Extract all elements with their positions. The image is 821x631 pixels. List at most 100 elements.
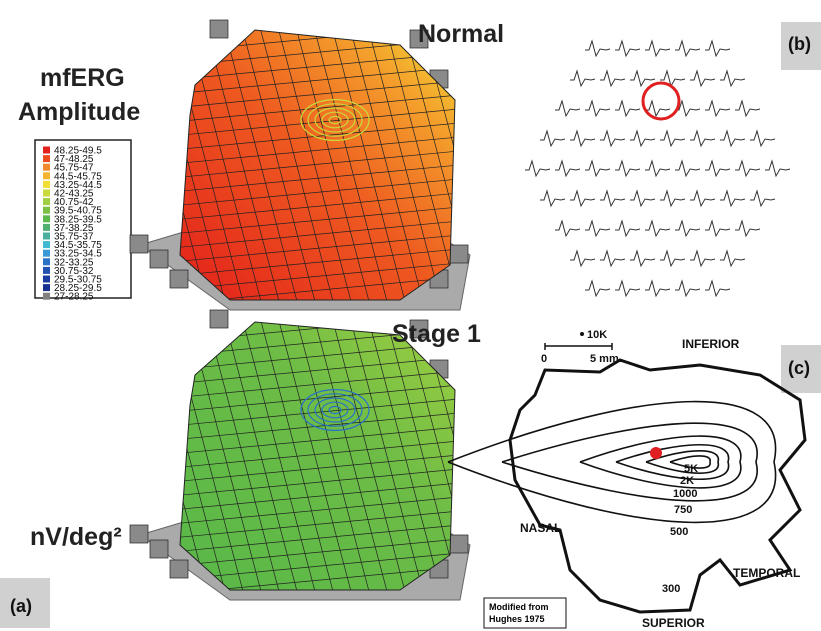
legend-swatch <box>43 233 50 240</box>
mesh-line <box>474 20 554 320</box>
waveform <box>705 101 730 116</box>
panel-title: Stage 1 <box>392 320 481 348</box>
waveform <box>735 221 760 236</box>
waveform <box>645 41 670 56</box>
contour <box>448 402 776 523</box>
unit-label: nV/deg² <box>30 523 122 551</box>
base-cell <box>210 20 228 38</box>
waveform <box>690 251 715 266</box>
waveform <box>555 161 580 176</box>
panel-title: Normal <box>418 20 504 48</box>
waveform <box>660 131 685 146</box>
legend-swatch <box>43 224 50 231</box>
contour-label: 2K <box>680 475 694 487</box>
waveform <box>720 251 745 266</box>
legend-swatch <box>43 258 50 265</box>
contour-label: 750 <box>674 504 692 516</box>
scale-zero: 0 <box>541 353 547 365</box>
waveform <box>585 161 610 176</box>
contour-label: 500 <box>670 526 688 538</box>
waveform <box>630 131 655 146</box>
legend-swatch <box>43 241 50 248</box>
waveform <box>660 191 685 206</box>
direction-label: NASAL <box>520 521 561 535</box>
mesh-line <box>78 310 158 610</box>
waveform <box>600 71 625 86</box>
mesh-line <box>492 310 572 610</box>
waveform <box>720 191 745 206</box>
contour <box>502 423 757 501</box>
waveform <box>570 251 595 266</box>
waveform <box>705 281 730 296</box>
waveform <box>690 191 715 206</box>
waveform <box>660 251 685 266</box>
waveform <box>630 251 655 266</box>
waveform <box>570 71 595 86</box>
base-cell <box>150 250 168 268</box>
waveform <box>540 191 565 206</box>
legend-swatch <box>43 198 50 205</box>
waveform <box>615 101 640 116</box>
direction-label: TEMPORAL <box>733 566 800 580</box>
legend-swatch <box>43 276 50 283</box>
scale-marker: 10K <box>587 329 607 341</box>
highlight-circle <box>643 83 679 119</box>
panel-label: (b) <box>788 34 811 54</box>
waveform <box>675 161 700 176</box>
mesh-line <box>492 20 572 320</box>
waveform <box>675 281 700 296</box>
legend-swatch <box>43 250 50 257</box>
waveform <box>585 281 610 296</box>
surface <box>180 30 455 300</box>
waveform <box>615 221 640 236</box>
legend-swatch <box>43 215 50 222</box>
waveform <box>585 221 610 236</box>
scale-dot <box>580 332 584 336</box>
waveform <box>645 221 670 236</box>
legend-swatch <box>43 181 50 188</box>
scale-bar: 10K 0 5 mm <box>541 329 619 365</box>
direction-label: SUPERIOR <box>642 616 705 630</box>
legend-swatch <box>43 172 50 179</box>
waveform <box>645 281 670 296</box>
mesh-line <box>42 310 122 610</box>
waveform <box>600 251 625 266</box>
base-cell <box>170 270 188 288</box>
legend-swatch <box>43 293 50 300</box>
base-cell <box>450 245 468 263</box>
waveform <box>615 281 640 296</box>
waveform <box>555 221 580 236</box>
waveform <box>645 161 670 176</box>
waveform <box>690 131 715 146</box>
base-cell <box>170 560 188 578</box>
waveform <box>555 101 580 116</box>
legend-swatch <box>43 190 50 197</box>
base-cell <box>130 525 148 543</box>
base-cell <box>130 235 148 253</box>
waveform <box>705 161 730 176</box>
waveform <box>750 131 775 146</box>
fovea-dot <box>650 447 662 459</box>
panel-label: (a) <box>10 596 32 616</box>
waveform <box>675 41 700 56</box>
contour-label: 300 <box>662 583 680 595</box>
contour-label: 5K <box>684 463 698 475</box>
contour <box>580 436 741 488</box>
figure: mfERG Amplitude 48.25-49.547-48.2545.75-… <box>0 0 821 631</box>
legend-swatch <box>43 164 50 171</box>
waveform <box>540 131 565 146</box>
waveform <box>765 161 790 176</box>
legend-swatch <box>43 267 50 274</box>
legend-swatch <box>43 284 50 291</box>
waveform <box>720 131 745 146</box>
waveform <box>570 131 595 146</box>
waveform <box>735 161 760 176</box>
waveform <box>570 191 595 206</box>
waveform <box>600 131 625 146</box>
waveform <box>615 41 640 56</box>
waveform <box>630 71 655 86</box>
waveform <box>585 41 610 56</box>
mesh-line <box>60 310 140 610</box>
waveform <box>690 71 715 86</box>
waveform <box>705 41 730 56</box>
